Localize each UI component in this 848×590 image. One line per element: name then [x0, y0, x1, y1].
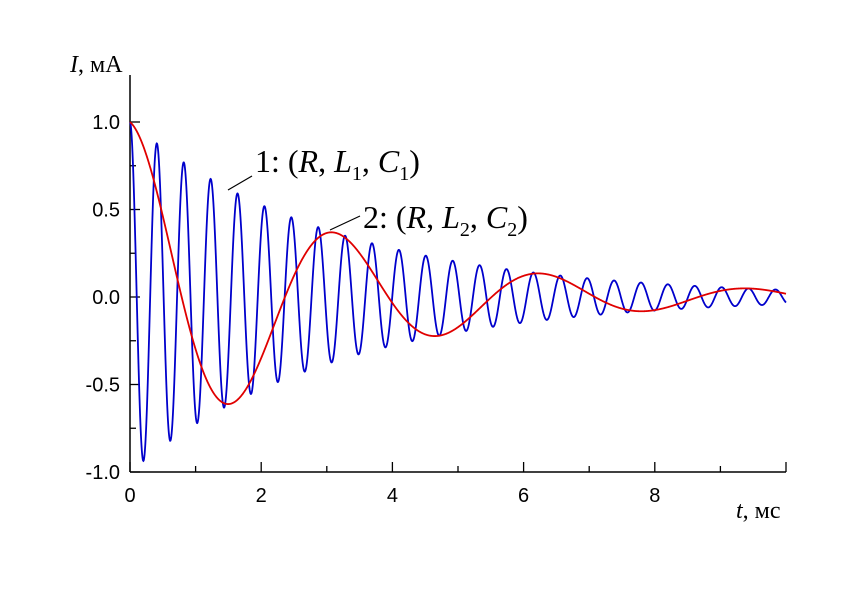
- y-tick-label: 0.5: [92, 200, 120, 222]
- x-tick-label: 0: [124, 485, 135, 507]
- series-1-label: 1: (R, L1, C1): [255, 143, 420, 185]
- x-axis-variable: t: [736, 498, 744, 524]
- series-curves: [129, 121, 787, 463]
- y-tick-label: -1.0: [86, 462, 120, 484]
- series-2-label: 2: (R, L2, C2): [363, 199, 528, 241]
- tick-labels: 0 2 4 6 8 1.0 0.5 0.0 -0.5 -1.0: [86, 112, 661, 507]
- x-tick-label: 8: [649, 485, 660, 507]
- x-axis-unit: , мс: [743, 498, 781, 524]
- annotation-1-leader: [227, 175, 253, 191]
- y-tick-label: 1.0: [92, 112, 120, 134]
- y-axis-variable: I: [69, 52, 79, 78]
- y-tick-label: -0.5: [86, 375, 120, 397]
- y-tick-label: 0.0: [92, 287, 120, 309]
- x-tick-label: 6: [518, 485, 529, 507]
- curve-annotations: 1: (R, L1, C1) 2: (R, L2, C2): [227, 143, 528, 241]
- y-axis-title: I, мА: [69, 52, 123, 78]
- x-axis-title: t, мс: [736, 498, 781, 524]
- axes: [129, 75, 786, 473]
- tick-marks: [129, 121, 787, 473]
- annotation-2-leader: [329, 215, 361, 231]
- series-1-line: [129, 121, 787, 463]
- x-tick-label: 2: [256, 485, 267, 507]
- series-2-line: [129, 121, 787, 405]
- y-axis-unit: , мА: [78, 52, 123, 78]
- x-tick-label: 4: [387, 485, 398, 507]
